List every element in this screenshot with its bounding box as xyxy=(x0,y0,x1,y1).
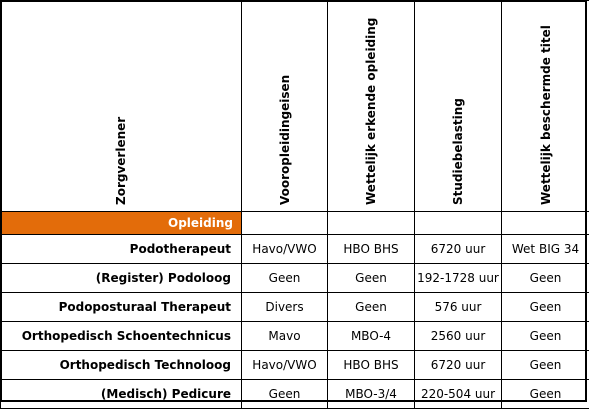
row-titel: Wet BIG 34 xyxy=(502,235,589,264)
row-opleiding: MBO-4 xyxy=(328,322,415,351)
header-cell-erkende-opleiding: Wettelijk erkende opleiding xyxy=(328,1,415,212)
section-empty-cell xyxy=(502,212,589,235)
row-titel: Geen xyxy=(502,264,589,293)
row-opleiding: MBO-3/4 xyxy=(328,380,415,409)
row-vooropleiding: Geen xyxy=(242,380,328,409)
table-row: Podoposturaal Therapeut Divers Geen 576 … xyxy=(1,293,589,322)
table-row: (Register) Podoloog Geen Geen 192-1728 u… xyxy=(1,264,589,293)
row-studiebelasting: 2560 uur xyxy=(415,322,502,351)
row-vooropleiding: Havo/VWO xyxy=(242,235,328,264)
table-row: Podotherapeut Havo/VWO HBO BHS 6720 uur … xyxy=(1,235,589,264)
row-name: (Medisch) Pedicure xyxy=(1,380,242,409)
header-studiebelasting: Studiebelasting xyxy=(451,5,465,211)
row-vooropleiding: Geen xyxy=(242,264,328,293)
row-name: Podoposturaal Therapeut xyxy=(1,293,242,322)
section-empty-cell xyxy=(242,212,328,235)
row-studiebelasting: 6720 uur xyxy=(415,235,502,264)
header-cell-vooropleidingeisen: Vooropleidingeisen xyxy=(242,1,328,212)
section-row: Opleiding xyxy=(1,212,589,235)
header-vooropleidingeisen: Vooropleidingeisen xyxy=(278,5,292,211)
row-opleiding: HBO BHS xyxy=(328,351,415,380)
row-name: Podotherapeut xyxy=(1,235,242,264)
row-studiebelasting: 576 uur xyxy=(415,293,502,322)
row-name: Orthopedisch Schoentechnicus xyxy=(1,322,242,351)
row-studiebelasting: 6720 uur xyxy=(415,351,502,380)
table-row: (Medisch) Pedicure Geen MBO-3/4 220-504 … xyxy=(1,380,589,409)
row-titel: Geen xyxy=(502,322,589,351)
row-opleiding: Geen xyxy=(328,293,415,322)
header-cell-beschermde-titel: Wettelijk beschermde titel xyxy=(502,1,589,212)
row-studiebelasting: 220-504 uur xyxy=(415,380,502,409)
row-titel: Geen xyxy=(502,351,589,380)
row-opleiding: HBO BHS xyxy=(328,235,415,264)
row-vooropleiding: Mavo xyxy=(242,322,328,351)
section-empty-cell xyxy=(328,212,415,235)
row-name: Orthopedisch Technoloog xyxy=(1,351,242,380)
row-studiebelasting: 192-1728 uur xyxy=(415,264,502,293)
row-titel: Geen xyxy=(502,380,589,409)
header-cell-studiebelasting: Studiebelasting xyxy=(415,1,502,212)
row-vooropleiding: Divers xyxy=(242,293,328,322)
header-erkende-opleiding: Wettelijk erkende opleiding xyxy=(364,5,378,211)
header-zorgverlener: Zorgverlener xyxy=(114,5,128,211)
header-row: Zorgverlener Vooropleidingeisen Wettelij… xyxy=(1,1,589,212)
header-beschermde-titel: Wettelijk beschermde titel xyxy=(539,5,553,211)
table-row: Orthopedisch Schoentechnicus Mavo MBO-4 … xyxy=(1,322,589,351)
header-cell-zorgverlener: Zorgverlener xyxy=(1,1,242,212)
row-opleiding: Geen xyxy=(328,264,415,293)
section-empty-cell xyxy=(415,212,502,235)
row-titel: Geen xyxy=(502,293,589,322)
table-row: Orthopedisch Technoloog Havo/VWO HBO BHS… xyxy=(1,351,589,380)
row-vooropleiding: Havo/VWO xyxy=(242,351,328,380)
row-name: (Register) Podoloog xyxy=(1,264,242,293)
section-label-opleiding: Opleiding xyxy=(1,212,242,235)
